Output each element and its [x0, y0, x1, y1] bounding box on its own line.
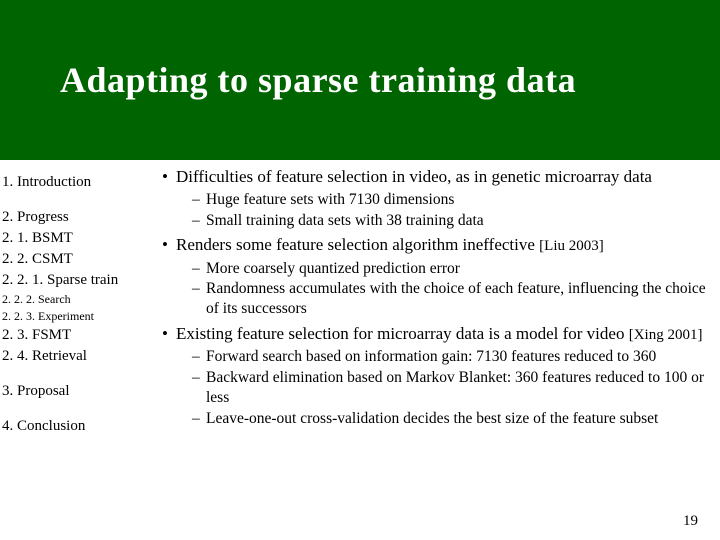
- citation: [Liu 2003]: [539, 238, 604, 254]
- dash-icon: –: [192, 368, 206, 388]
- sub-bullet-block: –Forward search based on information gai…: [150, 347, 710, 428]
- bullet-level-1: •Renders some feature selection algorith…: [150, 234, 710, 256]
- outline-item: 2. 3. FSMT: [2, 325, 150, 346]
- dash-icon: –: [192, 279, 206, 299]
- outline-item: 4. Conclusion: [2, 416, 150, 437]
- outline-item: 2. 2. 2. Search: [2, 291, 150, 308]
- bullet-text: Renders some feature selection algorithm…: [176, 235, 539, 254]
- bullet-text: Randomness accumulates with the choice o…: [206, 280, 706, 317]
- bullet-level-2: –Small training data sets with 38 traini…: [150, 211, 710, 231]
- bullet-text: Huge feature sets with 7130 dimensions: [206, 191, 454, 208]
- sub-bullet-block: –More coarsely quantized prediction erro…: [150, 259, 710, 319]
- bullet-dot-icon: •: [162, 166, 176, 188]
- outline-item: 3. Proposal: [2, 381, 150, 402]
- bullet-text: More coarsely quantized prediction error: [206, 260, 460, 277]
- bullet-level-2: –Huge feature sets with 7130 dimensions: [150, 190, 710, 210]
- outline-item: 2. 1. BSMT: [2, 228, 150, 249]
- slide: Adapting to sparse training data 1. Intr…: [0, 0, 720, 540]
- bullet-level-2: –More coarsely quantized prediction erro…: [150, 259, 710, 279]
- bullet-level-1: •Existing feature selection for microarr…: [150, 323, 710, 345]
- bullet-text: Difficulties of feature selection in vid…: [176, 167, 652, 186]
- dash-icon: –: [192, 347, 206, 367]
- dash-icon: –: [192, 190, 206, 210]
- outline-sidebar: 1. Introduction 2. Progress 2. 1. BSMT 2…: [0, 172, 150, 437]
- bullet-level-1: •Difficulties of feature selection in vi…: [150, 166, 710, 188]
- title-band: Adapting to sparse training data: [0, 0, 720, 160]
- outline-item: 2. 2. 1. Sparse train: [2, 270, 150, 291]
- slide-title: Adapting to sparse training data: [60, 59, 576, 101]
- content: •Difficulties of feature selection in vi…: [150, 166, 710, 433]
- bullet-text: Existing feature selection for microarra…: [176, 324, 629, 343]
- outline-item: 2. 2. CSMT: [2, 249, 150, 270]
- dash-icon: –: [192, 409, 206, 429]
- sub-bullet-block: –Huge feature sets with 7130 dimensions …: [150, 190, 710, 231]
- outline-item: 2. 4. Retrieval: [2, 346, 150, 367]
- bullet-text: Forward search based on information gain…: [206, 348, 656, 365]
- page-number: 19: [683, 513, 698, 530]
- bullet-dot-icon: •: [162, 323, 176, 345]
- dash-icon: –: [192, 211, 206, 231]
- outline-item: 1. Introduction: [2, 172, 150, 193]
- bullet-dot-icon: •: [162, 234, 176, 256]
- bullet-text: Backward elimination based on Markov Bla…: [206, 369, 704, 406]
- bullet-level-2: –Leave-one-out cross-validation decides …: [150, 409, 710, 429]
- outline-item: 2. 2. 3. Experiment: [2, 308, 150, 325]
- outline-item: 2. Progress: [2, 207, 150, 228]
- bullet-level-2: –Randomness accumulates with the choice …: [150, 279, 710, 319]
- bullet-text: Leave-one-out cross-validation decides t…: [206, 410, 658, 427]
- citation: [Xing 2001]: [629, 327, 703, 343]
- dash-icon: –: [192, 259, 206, 279]
- body-area: 1. Introduction 2. Progress 2. 1. BSMT 2…: [0, 160, 720, 540]
- bullet-text: Small training data sets with 38 trainin…: [206, 212, 484, 229]
- bullet-level-2: –Backward elimination based on Markov Bl…: [150, 368, 710, 408]
- bullet-level-2: –Forward search based on information gai…: [150, 347, 710, 367]
